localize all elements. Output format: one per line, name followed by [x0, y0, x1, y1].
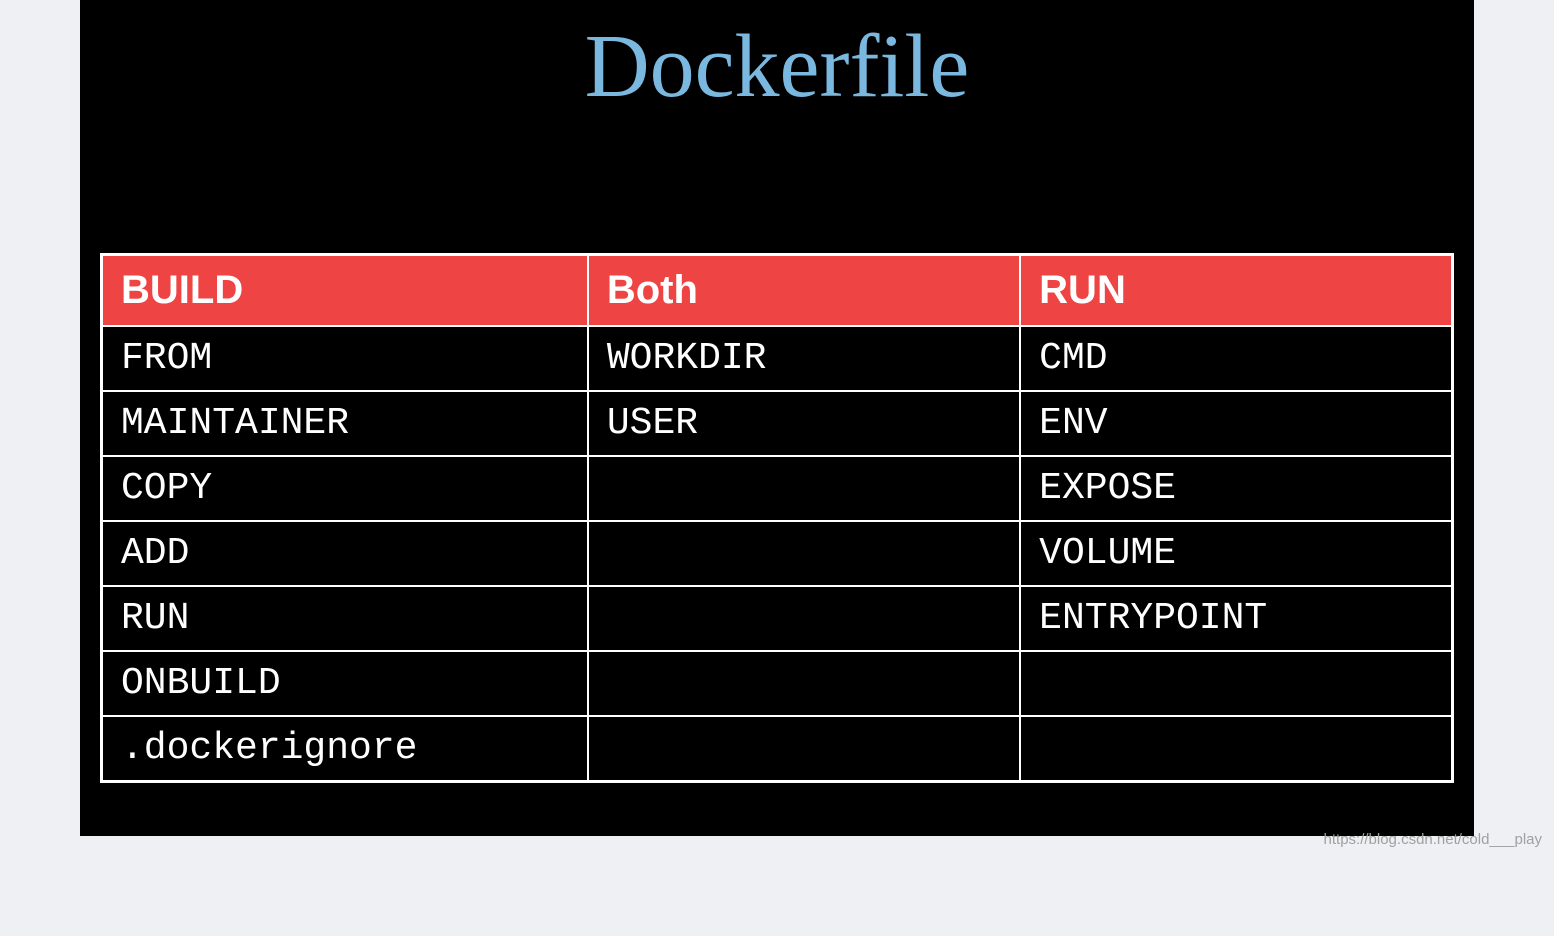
table-container: BUILD Both RUN FROM WORKDIR CMD MAINTAIN… [80, 253, 1474, 783]
cell-build: COPY [102, 456, 588, 521]
cell-run: EXPOSE [1020, 456, 1452, 521]
page-title: Dockerfile [80, 15, 1474, 118]
slide-container: Dockerfile BUILD Both RUN FROM WORKDIR C… [80, 0, 1474, 836]
cell-build: MAINTAINER [102, 391, 588, 456]
cell-both: USER [588, 391, 1020, 456]
cell-both: WORKDIR [588, 326, 1020, 391]
table-row: .dockerignore [102, 716, 1453, 782]
cell-run [1020, 651, 1452, 716]
cell-build: .dockerignore [102, 716, 588, 782]
cell-both [588, 456, 1020, 521]
cell-both [588, 521, 1020, 586]
table-row: FROM WORKDIR CMD [102, 326, 1453, 391]
column-header-run: RUN [1020, 255, 1452, 327]
column-header-build: BUILD [102, 255, 588, 327]
cell-both [588, 651, 1020, 716]
cell-both [588, 716, 1020, 782]
cell-run: ENTRYPOINT [1020, 586, 1452, 651]
column-header-both: Both [588, 255, 1020, 327]
table-row: COPY EXPOSE [102, 456, 1453, 521]
cell-build: ADD [102, 521, 588, 586]
cell-both [588, 586, 1020, 651]
table-row: ONBUILD [102, 651, 1453, 716]
table-row: ADD VOLUME [102, 521, 1453, 586]
cell-run: ENV [1020, 391, 1452, 456]
cell-build: ONBUILD [102, 651, 588, 716]
cell-run: CMD [1020, 326, 1452, 391]
cell-run: VOLUME [1020, 521, 1452, 586]
table-row: MAINTAINER USER ENV [102, 391, 1453, 456]
cell-build: RUN [102, 586, 588, 651]
watermark-text: https://blog.csdn.net/cold___play [1324, 831, 1542, 848]
dockerfile-table: BUILD Both RUN FROM WORKDIR CMD MAINTAIN… [100, 253, 1454, 783]
cell-build: FROM [102, 326, 588, 391]
cell-run [1020, 716, 1452, 782]
table-header-row: BUILD Both RUN [102, 255, 1453, 327]
table-row: RUN ENTRYPOINT [102, 586, 1453, 651]
